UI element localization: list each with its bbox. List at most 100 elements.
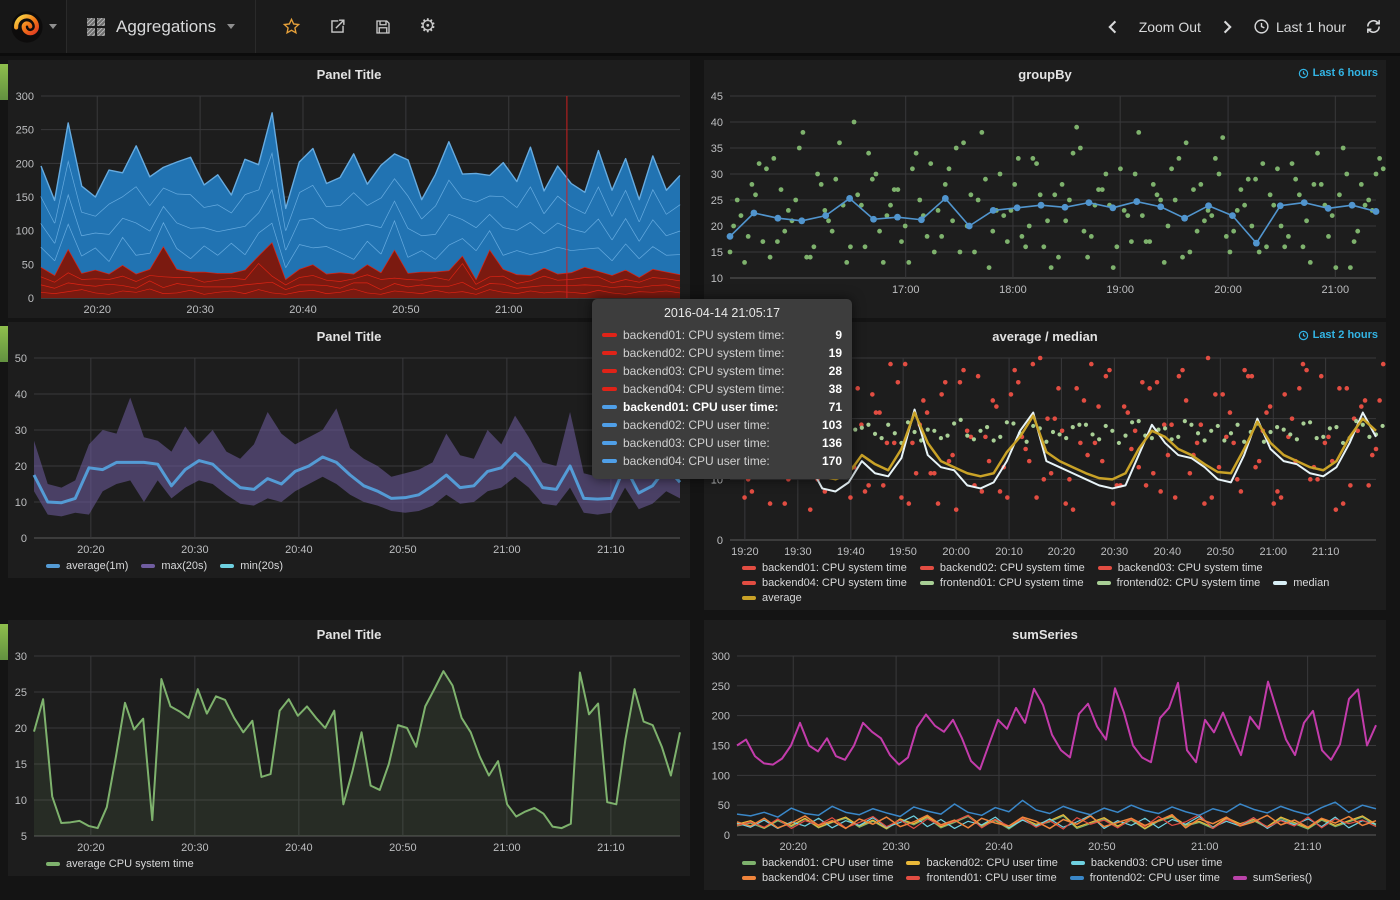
dashboard-area: Panel Title 0 50 100 150 200 250 300 20:20 20:30…: [0, 56, 1400, 900]
svg-text:19:30: 19:30: [784, 546, 812, 558]
graph-canvas[interactable]: 5 10 15 20 25 30 20:20 20:30 20:40 20:50 21:00 21:1…: [8, 648, 690, 856]
legend-item[interactable]: backend03: CPU user time: [1070, 857, 1222, 869]
time-shift-forward-button[interactable]: [1220, 19, 1234, 35]
panel-title[interactable]: Panel Title: [316, 626, 382, 642]
svg-text:40: 40: [15, 389, 27, 401]
panel-avg-max-min: Panel Title 0 10 20 30 40 50 20:20 20:30 20:40 20…: [8, 322, 690, 578]
legend-item[interactable]: median: [1273, 577, 1329, 589]
panel-header[interactable]: average / median Last 2 hours: [704, 322, 1386, 350]
dashboard-picker[interactable]: Aggregations: [67, 0, 257, 53]
panel-title[interactable]: Panel Title: [316, 66, 382, 82]
legend-swatch: [220, 564, 235, 568]
svg-text:0: 0: [28, 293, 34, 305]
graph-canvas[interactable]: 0 50 100 150 200 250 300 20:20 20:30 20:40 20:50 21…: [8, 88, 690, 318]
legend-item[interactable]: frontend02: CPU user time: [1069, 872, 1220, 884]
legend-item[interactable]: max(20s): [141, 560, 207, 572]
legend-item[interactable]: average CPU system time: [46, 858, 194, 870]
zoom-out-button[interactable]: Zoom Out: [1133, 18, 1207, 36]
panel-legend: average(1m) max(20s) min(20s): [8, 558, 690, 578]
svg-text:45: 45: [711, 91, 723, 103]
panel-header[interactable]: Panel Title: [8, 60, 690, 88]
legend-item[interactable]: backend02: CPU system time: [919, 562, 1085, 574]
tooltip-row: backend04: CPU system time: 38: [602, 380, 842, 398]
time-override-badge[interactable]: Last 2 hours: [1298, 329, 1378, 341]
legend-item[interactable]: backend03: CPU system time: [1097, 562, 1263, 574]
legend-item[interactable]: frontend01: CPU user time: [906, 872, 1057, 884]
chevron-right-icon: [1223, 20, 1232, 33]
panel-header[interactable]: Panel Title: [8, 620, 690, 648]
legend-label: average CPU system time: [66, 858, 194, 870]
legend-item[interactable]: backend04: CPU user time: [742, 872, 893, 884]
legend-label: backend03: CPU system time: [1117, 562, 1263, 574]
panel-title[interactable]: groupBy: [1018, 66, 1072, 82]
svg-text:20:00: 20:00: [942, 546, 970, 558]
legend-label: backend01: CPU user time: [762, 857, 894, 869]
legend-label: backend02: CPU system time: [939, 562, 1085, 574]
settings-button[interactable]: ⚙: [419, 17, 436, 36]
panel-header[interactable]: sumSeries: [704, 620, 1386, 648]
legend-item[interactable]: backend02: CPU user time: [906, 857, 1058, 869]
legend-item[interactable]: backend01: CPU system time: [742, 562, 907, 574]
navbar-actions: ⚙: [282, 17, 436, 36]
panel-title[interactable]: sumSeries: [1012, 626, 1078, 642]
svg-text:21:00: 21:00: [493, 544, 521, 556]
svg-text:0: 0: [724, 830, 730, 842]
graph-canvas[interactable]: 0 50 100 150 200 250 300 20:20 20:30 20:40 20:50 21…: [704, 648, 1386, 855]
tooltip-row: backend01: CPU user time: 71: [602, 398, 842, 416]
svg-text:20:40: 20:40: [285, 842, 313, 854]
time-range-picker[interactable]: Last 1 hour: [1247, 17, 1352, 36]
svg-text:35: 35: [711, 143, 723, 155]
chevron-down-icon: [48, 24, 57, 29]
legend-swatch: [742, 581, 756, 585]
legend-item[interactable]: frontend02: CPU system time: [1096, 577, 1260, 589]
panel-header[interactable]: Panel Title: [8, 322, 690, 350]
save-button[interactable]: [374, 18, 392, 36]
panel-title[interactable]: average / median: [992, 328, 1098, 344]
panel-legend: backend01: CPU user time backend02: CPU u…: [704, 855, 1386, 890]
svg-text:19:20: 19:20: [731, 546, 759, 558]
svg-text:21:10: 21:10: [1312, 546, 1340, 558]
row-toggle[interactable]: [0, 64, 8, 100]
row-toggle[interactable]: [0, 326, 8, 362]
legend-swatch: [906, 861, 921, 865]
row-toggle[interactable]: [0, 624, 8, 660]
panel-title[interactable]: Panel Title: [316, 328, 382, 344]
grafana-menu-button[interactable]: [0, 0, 67, 53]
legend-label: median: [1293, 577, 1330, 589]
legend-item[interactable]: sumSeries(): [1232, 872, 1313, 884]
svg-text:200: 200: [16, 158, 34, 170]
time-override-badge[interactable]: Last 6 hours: [1298, 67, 1378, 79]
legend-label: sumSeries(): [1252, 872, 1313, 884]
svg-text:10: 10: [15, 795, 27, 807]
graph-canvas[interactable]: 0 10 20 30 40 50 20:20 20:30 20:40 20:50 21:00 21:1…: [8, 350, 690, 558]
panel-header[interactable]: groupBy Last 6 hours: [704, 60, 1386, 88]
refresh-button[interactable]: [1365, 18, 1382, 35]
graph-canvas[interactable]: 10 15 20 25 30 35 40 45 17:00 18:00 19:00 20:00 21:0…: [704, 88, 1386, 298]
legend-item[interactable]: average(1m): [46, 560, 128, 572]
tooltip-row: backend03: CPU user time: 136: [602, 434, 842, 452]
star-button[interactable]: [282, 17, 301, 36]
share-button[interactable]: [328, 17, 347, 36]
svg-text:20:30: 20:30: [882, 841, 910, 853]
svg-text:20:10: 20:10: [995, 546, 1023, 558]
svg-text:21:10: 21:10: [597, 842, 625, 854]
legend-label: backend04: CPU user time: [762, 872, 894, 884]
legend-label: average(1m): [66, 560, 129, 572]
legend-item[interactable]: frontend01: CPU system time: [919, 577, 1084, 589]
svg-text:21:00: 21:00: [493, 842, 521, 854]
legend-item[interactable]: backend04: CPU system time: [742, 577, 907, 589]
legend-swatch: [742, 596, 756, 600]
svg-text:21:00: 21:00: [1191, 841, 1219, 853]
tooltip-row: backend02: CPU system time: 19: [602, 344, 842, 362]
svg-text:200: 200: [712, 711, 730, 723]
svg-text:17:00: 17:00: [892, 284, 920, 296]
legend-label: min(20s): [240, 560, 283, 572]
svg-text:21:10: 21:10: [1294, 841, 1322, 853]
panel-groupby: groupBy Last 6 hours 10 15 20 25 30 35 40 45 17:…: [704, 60, 1386, 318]
legend-item[interactable]: min(20s): [220, 560, 283, 572]
time-shift-back-button[interactable]: [1106, 19, 1120, 35]
legend-swatch: [742, 876, 756, 880]
legend-item[interactable]: average: [742, 592, 802, 604]
legend-item[interactable]: backend01: CPU user time: [742, 857, 893, 869]
legend-label: max(20s): [161, 560, 208, 572]
